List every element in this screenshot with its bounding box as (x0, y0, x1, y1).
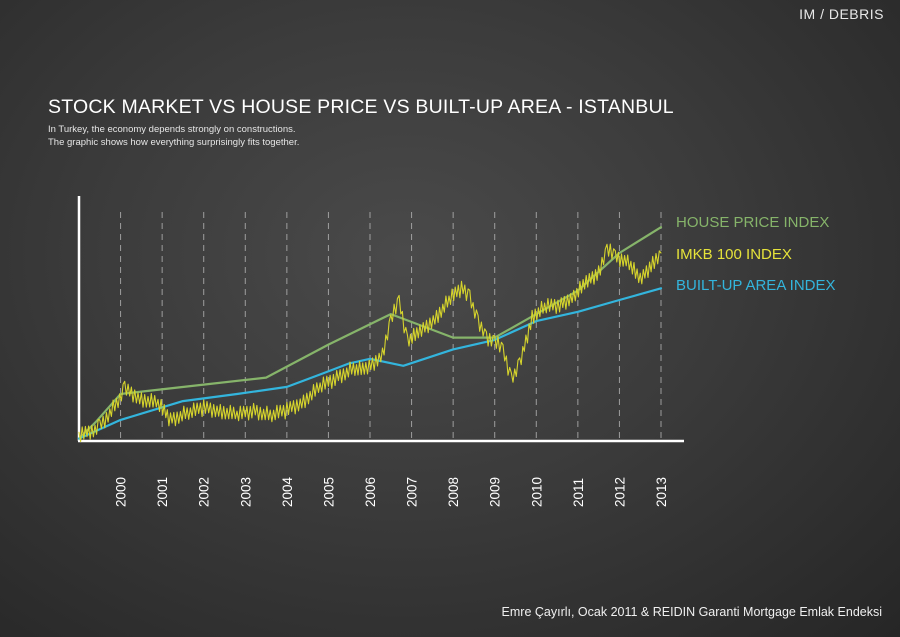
x-tick-label-2004: 2004 (280, 476, 295, 507)
chart-title: STOCK MARKET VS HOUSE PRICE VS BUILT-UP … (48, 96, 674, 118)
x-tick-label-2007: 2007 (405, 477, 420, 507)
x-tick-labels: 2000 2001 2002 2003 2004 2005 2006 2007 2008 2009… (114, 476, 669, 507)
x-tick-label-2001: 2001 (155, 477, 170, 507)
chart-subtitle-line-1: In Turkey, the economy depends strongly … (48, 124, 296, 135)
x-tick-label-2003: 2003 (238, 477, 253, 507)
x-tick-label-2013: 2013 (654, 477, 669, 507)
series-line-imkb-100-index (78, 243, 662, 443)
axes (77, 196, 684, 443)
x-tick-label-2005: 2005 (321, 477, 336, 507)
x-tick-label-2008: 2008 (446, 477, 461, 507)
x-tick-label-2009: 2009 (488, 477, 503, 507)
x-tick-label-2011: 2011 (571, 478, 586, 507)
source-credit: Emre Çayırlı, Ocak 2011 & REIDIN Garanti… (501, 605, 882, 619)
x-tick-label-2002: 2002 (197, 477, 212, 507)
legend-imkb-label: IMKB 100 INDEX (676, 246, 792, 263)
brand-label: IM / DEBRIS (799, 6, 884, 22)
x-tick-label-2010: 2010 (529, 477, 544, 507)
legend: HOUSE PRICE INDEX IMKB 100 INDEX BUILT-U… (676, 214, 836, 294)
series-line-built-up-area-index (77, 287, 663, 440)
legend-built-up-label: BUILT-UP AREA INDEX (676, 277, 836, 294)
chart-subtitle-line-2: The graphic shows how everything surpris… (48, 137, 300, 148)
series-lines (77, 226, 663, 443)
grid-lines (120, 212, 662, 440)
x-tick-label-2006: 2006 (363, 477, 378, 507)
x-tick-label-2000: 2000 (114, 477, 129, 507)
legend-house-price-label: HOUSE PRICE INDEX (676, 214, 829, 231)
x-tick-label-2012: 2012 (612, 477, 627, 507)
